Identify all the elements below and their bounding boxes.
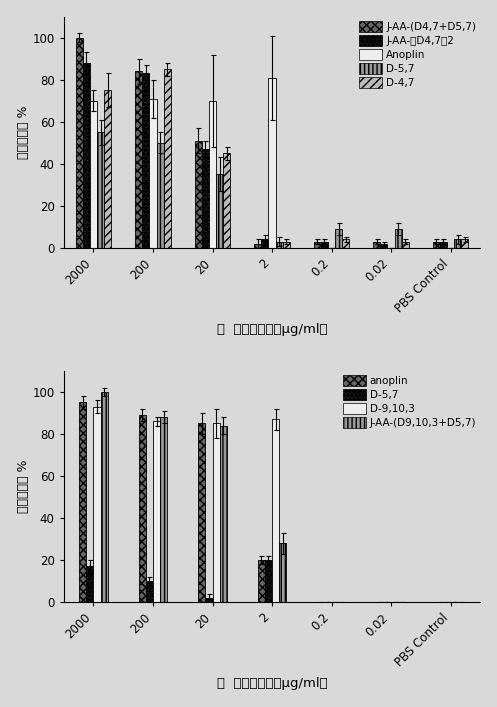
Bar <box>276 242 283 248</box>
Bar <box>216 175 223 248</box>
Bar <box>142 74 150 248</box>
Bar <box>402 242 409 248</box>
Bar <box>213 423 220 602</box>
Bar <box>195 141 202 248</box>
Bar <box>261 240 268 248</box>
Bar <box>205 598 213 602</box>
Bar <box>279 543 286 602</box>
Bar <box>209 100 216 248</box>
Bar <box>135 71 142 248</box>
Bar <box>139 415 146 602</box>
Bar <box>146 581 153 602</box>
Bar <box>314 242 321 248</box>
Bar <box>97 132 104 248</box>
Bar <box>164 69 171 248</box>
Bar <box>202 149 209 248</box>
Bar <box>461 240 469 248</box>
Bar <box>93 407 100 602</box>
Bar <box>100 392 108 602</box>
Legend: anoplin, D-5,7, D-9,10,3, J-AA-(D9,10,3+D5,7): anoplin, D-5,7, D-9,10,3, J-AA-(D9,10,3+… <box>340 373 478 431</box>
Bar <box>153 421 160 602</box>
Bar <box>104 90 111 248</box>
Bar <box>76 37 83 248</box>
Y-axis label: 细菌存活率 %: 细菌存活率 % <box>17 460 30 513</box>
X-axis label: 廃  蛋白酶浓度（μg/ml）: 廃 蛋白酶浓度（μg/ml） <box>217 323 328 336</box>
Bar <box>373 242 380 248</box>
Bar <box>198 423 205 602</box>
Bar <box>283 242 290 248</box>
Bar <box>454 240 461 248</box>
Bar <box>380 244 388 248</box>
Bar <box>265 560 272 602</box>
Y-axis label: 细菌存活率 %: 细菌存活率 % <box>17 105 30 159</box>
Bar <box>440 242 447 248</box>
Bar <box>395 229 402 248</box>
Bar <box>83 63 90 248</box>
Bar <box>79 402 86 602</box>
Bar <box>220 426 227 602</box>
Legend: J-AA-(D4,7+D5,7), J-AA-（D4,7）2, Anoplin, D-5,7, D-4,7: J-AA-(D4,7+D5,7), J-AA-（D4,7）2, Anoplin,… <box>357 19 478 90</box>
Bar <box>90 100 97 248</box>
Bar <box>150 99 157 248</box>
Bar <box>160 417 167 602</box>
Bar <box>272 419 279 602</box>
Bar <box>223 153 231 248</box>
Bar <box>258 560 265 602</box>
Bar <box>268 78 276 248</box>
Bar <box>433 242 440 248</box>
Bar <box>157 143 164 248</box>
Bar <box>254 244 261 248</box>
Bar <box>86 566 93 602</box>
X-axis label: 廃  蛋白酶浓度（μg/ml）: 廃 蛋白酶浓度（μg/ml） <box>217 677 328 690</box>
Bar <box>321 242 328 248</box>
Bar <box>342 240 349 248</box>
Bar <box>335 229 342 248</box>
